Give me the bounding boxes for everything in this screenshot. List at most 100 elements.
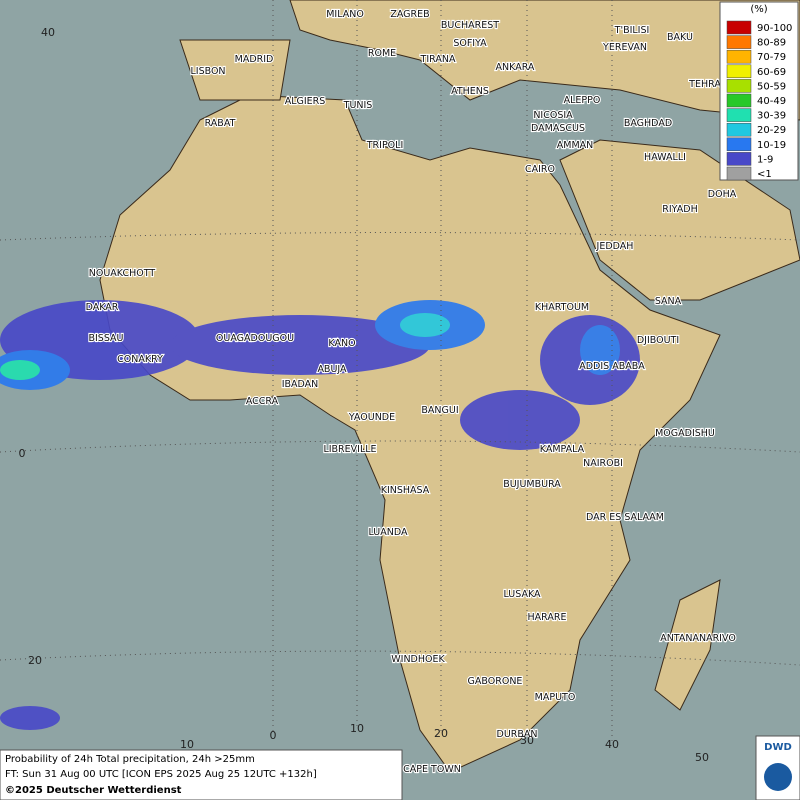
longitude-label: 0 (270, 729, 277, 742)
city-label: DAKAR (86, 302, 119, 313)
legend-label: 40-49 (757, 96, 786, 107)
legend-swatch (726, 35, 752, 49)
city-label: ROME (368, 48, 396, 59)
city-label: YEREVAN (602, 42, 647, 53)
caption-copyright: ©2025 Deutscher Wetterdienst (5, 785, 182, 796)
city-label: BAGHDAD (624, 118, 672, 129)
city-label: SOFIYA (453, 38, 487, 49)
latitude-label: 20 (28, 654, 42, 667)
city-label: BANGUI (421, 405, 458, 416)
longitude-label: 40 (605, 738, 619, 751)
city-label: MADRID (235, 54, 274, 65)
legend-swatch (726, 64, 752, 79)
legend: (%) 90-100 80-89 70-79 60-69 50-59 40-49 30-39… (719, 1, 799, 181)
caption-forecast: FT: Sun 31 Aug 00 UTC [ICON EPS 2025 Aug… (5, 769, 317, 780)
city-label: TIRANA (420, 54, 456, 65)
legend-swatch (726, 166, 752, 181)
city-label: ANKARA (496, 62, 535, 73)
longitude-label: 20 (434, 727, 448, 740)
city-label: IBADAN (282, 379, 319, 390)
city-label: ALEPPO (564, 95, 601, 106)
city-label: JEDDAH (596, 241, 634, 252)
legend-label: 50-59 (757, 81, 786, 92)
longitude-label: 10 (180, 738, 194, 751)
legend-swatch (726, 20, 752, 35)
caption-title: Probability of 24h Total precipitation, … (5, 754, 255, 765)
legend-label: 1-9 (757, 154, 773, 165)
city-label: TUNIS (343, 100, 373, 111)
city-label: DAR ES SALAAM (586, 512, 664, 523)
city-label: CAPE TOWN (403, 764, 461, 775)
caption: Probability of 24h Total precipitation, … (0, 749, 403, 801)
city-label: DJIBOUTI (637, 335, 679, 346)
legend-swatch (726, 79, 752, 93)
city-label: DURBAN (497, 729, 538, 740)
city-label: MAPUTO (535, 692, 576, 703)
city-label: ATHENS (451, 86, 489, 97)
longitude-label: 30 (520, 734, 534, 747)
city-label: ABUJA (317, 364, 347, 375)
city-label: KANO (328, 338, 355, 349)
legend-label: <1 (757, 169, 772, 180)
city-label: BUCHAREST (441, 20, 499, 31)
city-label: ANTANANARIVO (660, 633, 736, 644)
city-label: NICOSIA (533, 110, 573, 121)
city-label: AMMAN (557, 140, 594, 151)
city-label: ZAGREB (390, 9, 429, 20)
city-label: ADDIS ABABA (579, 361, 645, 372)
legend-label: 90-100 (757, 23, 792, 34)
logo-text: DWD (764, 742, 792, 753)
city-label: CAIRO (525, 164, 555, 175)
city-label: BAKU (667, 32, 693, 43)
city-label: SANA (655, 296, 682, 307)
city-label: BISSAU (88, 333, 123, 344)
city-label: ACCRA (246, 396, 279, 407)
city-label: HARARE (528, 612, 567, 623)
city-label: LIBREVILLE (323, 444, 376, 455)
legend-swatch (726, 108, 752, 122)
city-label: LUANDA (368, 527, 408, 538)
city-label: GABORONE (468, 676, 523, 687)
logo: DWD (755, 735, 800, 801)
city-label: NAIROBI (583, 458, 623, 469)
city-label: ALGIERS (285, 96, 326, 107)
logo-icon (764, 763, 792, 791)
city-label: MILANO (326, 9, 364, 20)
legend-label: 60-69 (757, 67, 786, 78)
precipitation-areas (0, 300, 640, 730)
caption-box (0, 749, 403, 801)
city-label: KINSHASA (381, 485, 430, 496)
legend-swatch (726, 137, 752, 152)
legend-label: 30-39 (757, 111, 786, 122)
legend-label: 10-19 (757, 140, 786, 151)
city-label: MOGADISHU (655, 428, 715, 439)
graticule (0, 0, 800, 744)
city-label: YAOUNDE (348, 412, 395, 423)
latitude-label: 40 (41, 26, 55, 39)
city-label: KHARTOUM (535, 302, 589, 313)
city-label: TRIPOLI (366, 140, 404, 151)
city-label: NOUAKCHOTT (89, 268, 156, 279)
city-label: T'BILISI (614, 25, 650, 36)
legend-label: 80-89 (757, 38, 786, 49)
city-label: CONAKRY (117, 354, 163, 365)
legend-unit: (%) (750, 4, 767, 15)
longitude-label: 10 (350, 722, 364, 735)
city-label: DOHA (708, 189, 737, 200)
city-label: OUAGADOUGOU (216, 333, 294, 344)
legend-swatch (726, 93, 752, 108)
city-label: LUSAKA (503, 589, 541, 600)
city-label: TEHRA (688, 79, 721, 90)
city-label: WINDHOEK (391, 654, 445, 665)
latitude-label: 0 (19, 447, 26, 460)
city-label: RIYADH (662, 204, 697, 215)
legend-label: 70-79 (757, 52, 786, 63)
longitude-label: 50 (695, 751, 709, 764)
city-label: BUJUMBURA (503, 479, 561, 490)
city-label: DAMASCUS (531, 123, 585, 134)
city-label: RABAT (205, 118, 236, 129)
city-label: LISBON (190, 66, 225, 77)
city-label: KAMPALA (540, 444, 585, 455)
city-label: HAWALLI (644, 152, 686, 163)
